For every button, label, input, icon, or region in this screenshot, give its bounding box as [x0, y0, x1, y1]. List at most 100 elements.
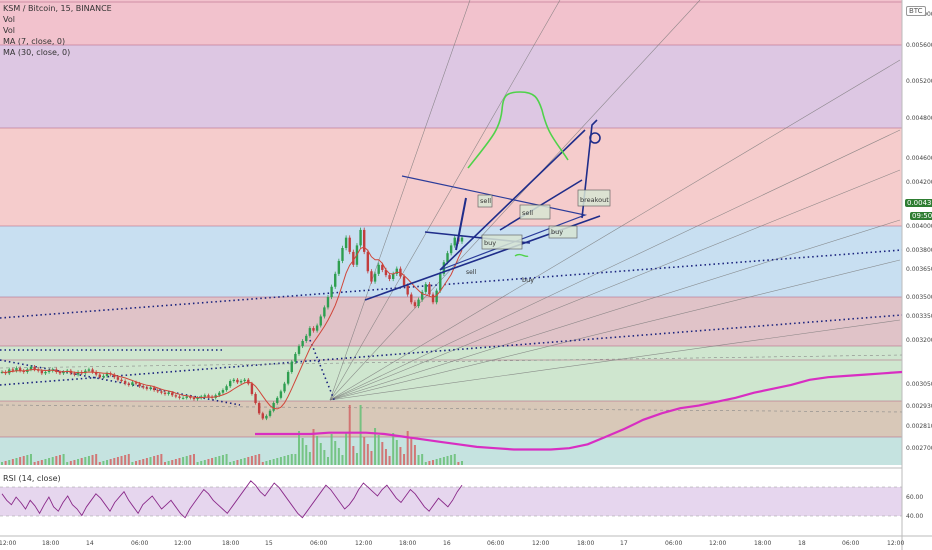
buy-label-below: buy [522, 276, 534, 284]
candle-body [366, 251, 370, 272]
time-tick-label: 06:00 [665, 540, 682, 547]
volume-bar [22, 456, 25, 465]
candle-body [58, 372, 62, 374]
volume-bar [189, 455, 192, 465]
candle-body [94, 372, 98, 375]
volume-bar [69, 461, 72, 465]
buy-box-1-text: buy [484, 239, 496, 247]
volume-bar [384, 449, 387, 465]
candle-body [352, 251, 355, 265]
wedge-triangle [401, 175, 588, 271]
volume-bar [261, 462, 264, 465]
legend-symbol-title[interactable]: KSM / Bitcoin, 15, BINANCE [3, 4, 112, 13]
candle-body [178, 396, 181, 398]
candle-body [344, 237, 348, 248]
dashed-guide-1 [0, 404, 903, 413]
volume-bar [11, 459, 14, 465]
price-tick-label: 0.005200 [906, 78, 932, 85]
sell-label-below: sell [466, 269, 476, 276]
volume-bar [377, 435, 380, 465]
sell-label-1-text: sell [480, 197, 491, 205]
volume-bar [247, 457, 250, 465]
zone-band-6 [0, 360, 902, 401]
candle-body [134, 382, 138, 384]
time-tick-label: 06:00 [310, 540, 327, 547]
volume-bar [348, 405, 351, 465]
volume-bar [406, 431, 409, 465]
candle-body [326, 297, 330, 308]
price-tick-label: 0.003650 [906, 266, 932, 273]
volume-bar [26, 455, 29, 465]
time-tick-label: 16 [443, 540, 451, 547]
volume-bar [403, 454, 406, 465]
volume-bar [366, 444, 369, 465]
legend-volume-1[interactable]: Vol [3, 15, 15, 24]
fan-line-7 [329, 259, 901, 401]
candle-body [402, 276, 406, 286]
volume-bar [435, 459, 438, 465]
price-tick-label: 0.004200 [906, 179, 932, 186]
candle-body [460, 237, 464, 242]
candle-body [312, 328, 315, 331]
candle-body [446, 253, 449, 263]
candle-body [420, 291, 424, 300]
volume-bar [442, 457, 445, 465]
volume-bar [113, 458, 116, 465]
time-tick-label: 12:00 [0, 540, 16, 547]
volume-bar [48, 458, 51, 465]
buy-box-2-rect [548, 225, 578, 239]
green-freehand-small [514, 253, 529, 258]
candle-body [428, 284, 431, 295]
candle-body [359, 229, 362, 246]
candle-body [29, 366, 33, 370]
price-tick-label: 0.005600 [906, 42, 932, 49]
candle-body [391, 273, 395, 279]
candle-body [449, 245, 453, 254]
volume-bar [135, 461, 138, 465]
volume-bar [131, 462, 134, 465]
volume-bar [98, 462, 101, 465]
time-tick-label: 06:00 [487, 540, 504, 547]
volume-bar [174, 459, 177, 465]
volume-bar [352, 446, 355, 465]
candle-body [145, 387, 149, 389]
volume-bar [345, 432, 348, 465]
candle-body [384, 269, 388, 276]
currency-badge[interactable]: BTC [906, 6, 926, 16]
volume-bar [453, 454, 456, 465]
volume-bar [95, 454, 98, 465]
candle-body [156, 390, 159, 392]
candle-body [250, 383, 254, 394]
candle-body [417, 299, 420, 307]
volume-bar [167, 461, 170, 465]
rsi-legend[interactable]: RSI (14, close) [3, 474, 61, 483]
candle-body [279, 391, 283, 398]
volume-bar [138, 460, 141, 465]
volume-bar [421, 454, 424, 465]
volume-bar [395, 440, 398, 465]
volume-bar [279, 457, 282, 465]
volume-bar [200, 461, 203, 465]
legend-ma7[interactable]: MA (7, close, 0) [3, 37, 66, 46]
volume-bar [211, 458, 214, 465]
volume-bar [316, 436, 319, 465]
volume-bar [428, 461, 431, 465]
volume-bar [341, 455, 344, 465]
time-tick-label: 12:00 [355, 540, 372, 547]
candle-body [87, 369, 91, 371]
legend-ma30[interactable]: MA (30, close, 0) [3, 48, 71, 57]
volume-bar [417, 455, 420, 465]
volume-bar [301, 438, 304, 465]
rsi-line [1, 480, 463, 519]
candle-body [323, 307, 326, 317]
volume-bar [225, 454, 228, 465]
candle-body [348, 237, 351, 252]
legend-volume-2[interactable]: Vol [3, 26, 15, 35]
volume-bar [19, 457, 22, 465]
volume-bar [91, 455, 94, 465]
candle-body [363, 229, 366, 252]
price-tick-label: 0.003350 [906, 313, 932, 320]
volume-bar [290, 454, 293, 465]
